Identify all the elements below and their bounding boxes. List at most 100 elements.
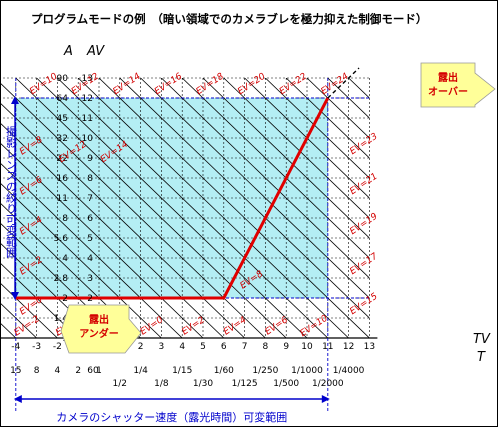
tick-label-tv: 12: [343, 342, 354, 352]
tick-label-tv: 13: [364, 342, 375, 352]
tick-label-av: 6: [87, 214, 93, 224]
tick-label-a: 1.4: [54, 314, 69, 324]
ev-line: [161, 78, 370, 279]
tick-label-av: 12: [82, 94, 93, 104]
callout-under: [60, 304, 142, 354]
tick-label-t-sub: 1/2: [113, 379, 127, 389]
tick-label-tv: 4: [179, 342, 185, 352]
ev-line: [57, 78, 329, 338]
tick-label-tv: -4: [11, 342, 20, 352]
tick-label-tv: 8: [263, 342, 269, 352]
tick-label-t: 1/1000: [291, 366, 323, 376]
tick-label-a: 11: [57, 194, 68, 204]
ev-line: [1, 103, 245, 338]
tick-label-av: 9: [87, 154, 93, 164]
ev-line: [119, 78, 370, 319]
callout-over-line2: オーバー: [428, 86, 468, 98]
tick-label-av: 8: [87, 174, 93, 184]
arrowhead-left: [13, 395, 22, 403]
ev-line: [202, 78, 370, 239]
ev-line: [181, 78, 370, 259]
ev-line: [327, 78, 370, 119]
callout-over-line1: 露出: [438, 71, 458, 84]
ev-line: [369, 78, 370, 79]
y-axis-label-av: AV: [86, 44, 105, 59]
tick-label-av: 3: [87, 274, 93, 284]
callout-under-line2: アンダー: [79, 327, 119, 340]
callout-under-line1: 露出: [89, 313, 109, 326]
ev-line: [36, 78, 308, 338]
tick-label-av: 2: [87, 294, 93, 304]
ev-line: [1, 83, 266, 338]
tick-label-a: 2: [62, 294, 68, 304]
ev-line: [98, 78, 370, 338]
tick-label-t: 60: [87, 366, 99, 376]
tick-label-a: 5.6: [54, 234, 69, 244]
tick-label-a: 2.8: [54, 274, 69, 284]
ev-label-upper: EV=22: [278, 71, 309, 97]
tick-label-av: 10: [82, 134, 94, 144]
ev-line: [1, 163, 183, 338]
tick-label-a: 90: [57, 74, 69, 84]
tick-label-a: 22: [57, 154, 68, 164]
ev-line: [1, 223, 121, 338]
ev-label-upper: EV=18: [195, 71, 226, 97]
tick-label-a: 4: [62, 254, 68, 264]
tick-label-t: 2: [75, 366, 81, 376]
tick-label-a: 45: [57, 114, 68, 124]
ev-label-upper: EV=10: [28, 71, 59, 97]
ev-line: [140, 78, 370, 299]
ev-line: [1, 143, 204, 338]
tick-label-tv: 11: [322, 342, 333, 352]
ev-line: [1, 203, 141, 338]
tick-label-av: 13: [82, 74, 93, 84]
aperture-range-label: 撮影レンズの絞り可変範囲: [5, 125, 18, 259]
tick-label-t-sub: 1/2000: [312, 379, 344, 389]
tick-label-av: 11: [82, 114, 93, 124]
tick-label-tv: 7: [242, 342, 248, 352]
tick-label-t: 15: [10, 366, 21, 376]
x-axis-label-t: T: [477, 350, 486, 365]
tick-label-t-sub: 1/30: [193, 379, 213, 389]
ev-line: [265, 78, 370, 179]
tick-label-a: 64: [57, 94, 69, 104]
tick-label-tv: 3: [159, 342, 165, 352]
tick-label-tv: 6: [221, 342, 227, 352]
callout-over: [420, 62, 496, 108]
x-axis-label-tv: TV: [473, 332, 491, 347]
ev-line: [15, 78, 287, 338]
ev-label-upper: EV=16: [153, 71, 184, 97]
ev-label-upper: EV=20: [236, 71, 267, 97]
tick-label-a: 8: [62, 214, 68, 224]
ev-line: [1, 263, 79, 338]
ev-line: [223, 78, 370, 219]
tick-label-tv: -2: [53, 342, 62, 352]
tick-label-t: 4: [55, 366, 61, 376]
ev-line: [244, 78, 370, 199]
ev-line: [1, 123, 225, 338]
tick-label-t: 1/60: [214, 366, 234, 376]
tick-label-tv: 9: [283, 342, 289, 352]
ev-line: [1, 243, 100, 338]
ev-label-upper: EV=14: [111, 71, 142, 97]
arrowhead-down: [11, 292, 19, 300]
tick-label-av: 5: [87, 234, 93, 244]
shutter-range-label: カメラのシャッター速度（露光時間）可変範囲: [56, 410, 287, 424]
ev-line: [306, 78, 370, 139]
tick-label-tv: 10: [301, 342, 313, 352]
tick-label-av: 7: [87, 194, 93, 204]
ev-label-upper: EV=24: [319, 71, 350, 97]
tick-label-t: 1/250: [252, 366, 278, 376]
tick-label-tv: 5: [200, 342, 206, 352]
ev-line: [1, 183, 162, 338]
tick-label-t-sub: 1/500: [273, 379, 299, 389]
tick-label-t: 1/15: [172, 366, 192, 376]
tick-label-tv: -3: [32, 342, 41, 352]
tick-label-av: 4: [87, 254, 93, 264]
y-axis-label-a: A: [63, 44, 73, 59]
tick-label-tv: 2: [138, 342, 144, 352]
arrowhead-up: [11, 96, 19, 104]
tick-label-a: 32: [57, 134, 68, 144]
